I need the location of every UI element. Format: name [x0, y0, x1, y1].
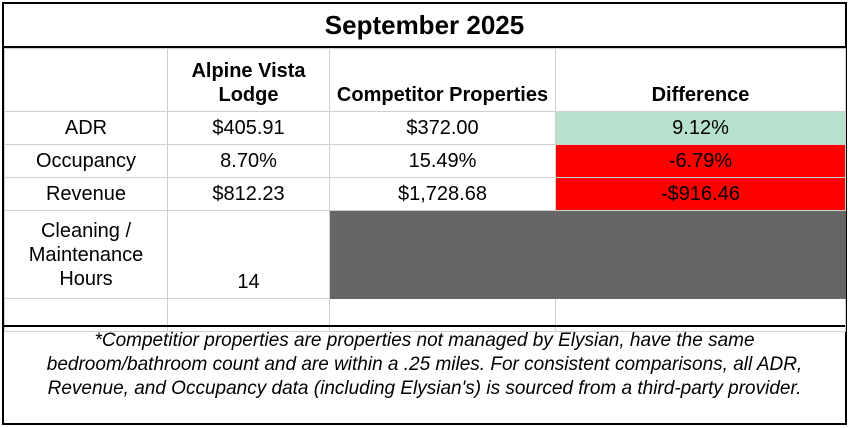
property-value: $405.91: [167, 111, 330, 145]
property-value: 14: [167, 210, 330, 299]
difference-value: -6.79%: [555, 144, 846, 178]
footnote: *Competitior properties are properties n…: [4, 325, 845, 423]
difference-value: 9.12%: [555, 111, 846, 145]
table-row-cleaning: Cleaning / Maintenance Hours 14: [4, 210, 846, 299]
metrics-table: Alpine Vista Lodge Competitor Properties…: [4, 48, 846, 332]
competitor-value: $1,728.68: [329, 177, 556, 211]
header-property: Alpine Vista Lodge: [167, 48, 330, 112]
row-label: ADR: [4, 111, 168, 145]
header-difference: Difference: [555, 48, 846, 112]
table-row-occupancy: Occupancy 8.70% 15.49% -6.79%: [4, 144, 846, 178]
property-value: 8.70%: [167, 144, 330, 178]
competitor-value: $372.00: [329, 111, 556, 145]
header-empty-cell: [4, 48, 168, 112]
competitor-value: 15.49%: [329, 144, 556, 178]
row-label: Occupancy: [4, 144, 168, 178]
row-label: Cleaning / Maintenance Hours: [4, 210, 168, 299]
header-competitors: Competitor Properties: [329, 48, 556, 112]
difference-value: -$916.46: [555, 177, 846, 211]
table-row-revenue: Revenue $812.23 $1,728.68 -$916.46: [4, 177, 846, 211]
property-value: $812.23: [167, 177, 330, 211]
table-row-adr: ADR $405.91 $372.00 9.12%: [4, 111, 846, 145]
blocked-cell: [329, 210, 846, 299]
row-label: Revenue: [4, 177, 168, 211]
header-row: Alpine Vista Lodge Competitor Properties…: [4, 48, 846, 112]
page-title: September 2025: [4, 4, 845, 48]
